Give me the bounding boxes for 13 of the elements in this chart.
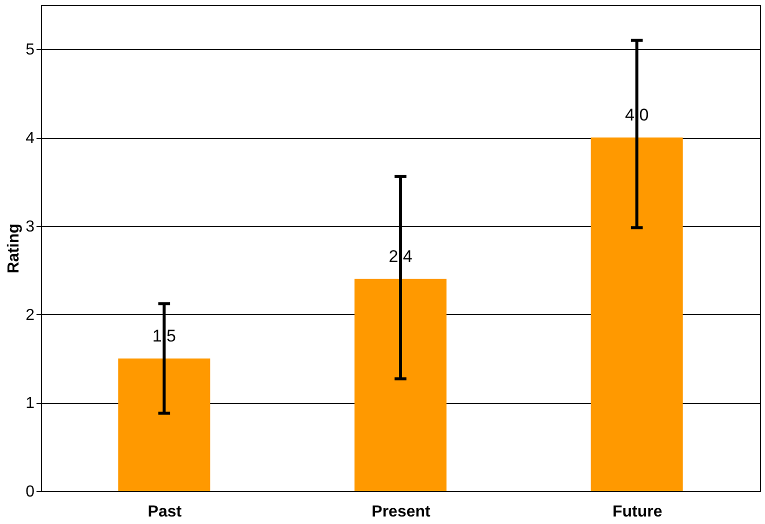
y-tick-label: 3 [26,218,35,236]
y-tick-label: 5 [26,42,35,59]
y-tick-label: 1 [26,395,35,412]
y-axis-title: Rating [6,224,23,274]
x-tick-label: Present [372,504,432,520]
x-tick-label: Future [612,504,662,520]
bar [590,138,683,491]
y-tick-label: 4 [26,130,35,148]
x-tick-label: Past [148,504,182,520]
bar [354,278,446,491]
y-tick-label: 0 [26,484,35,500]
bar [118,358,210,491]
y-tick-label: 2 [26,306,35,324]
